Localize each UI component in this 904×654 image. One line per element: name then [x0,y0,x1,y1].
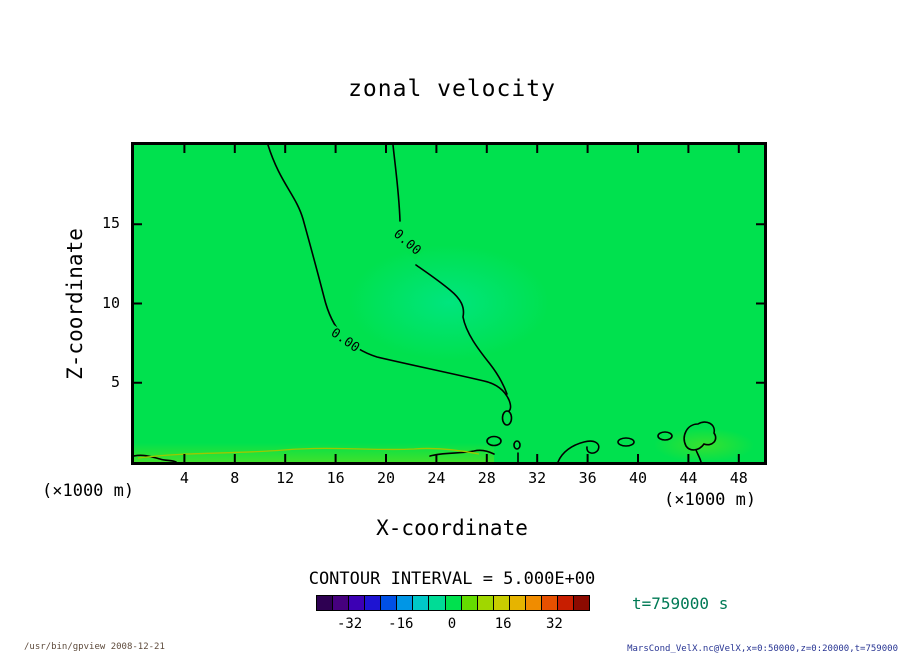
zero-contour-right [392,145,508,395]
x-tick-label: 48 [729,469,748,487]
colorbar-cell [445,596,462,610]
contour-overlay [134,145,764,462]
x-tick-label: 12 [276,469,295,487]
time-label: t=759000 s [632,594,729,613]
colorbar-cell [381,596,398,610]
colorbar-cell [574,596,590,610]
footer-source: MarsCond_VelX.nc@VelX,x=0:50000,z=0:2000… [627,644,898,654]
x-axis-label: X-coordinate [376,516,528,540]
y-tick-labels: 5 10 15 [90,145,126,462]
bottom-blob-contour [683,421,717,451]
x-tick-label: 20 [376,469,396,487]
colorbar-cell [525,596,542,610]
colorbar-cell [317,596,334,610]
x-tick-label: 40 [628,469,648,487]
colorbar-cell [557,596,574,610]
footer-command: /usr/bin/gpview 2008-12-21 [24,642,165,652]
x-tick-label: 36 [578,469,597,487]
bottom-mid-contour [429,449,495,457]
chart-title: zonal velocity [348,76,556,102]
colorbar-cell [365,596,382,610]
colorbar-cell [509,596,526,610]
colorbar-tick-label: 0 [447,616,457,632]
bottom-left-contour [134,454,177,462]
x-tick-label: 8 [230,469,240,487]
colorbar [316,595,590,611]
colorbar-cell [349,596,366,610]
x-tick-label: 44 [679,469,698,487]
contour-interval-text: CONTOUR INTERVAL = 5.000E+00 [308,569,596,589]
x-tick-label: 32 [528,469,547,487]
colorbar-tick-label: -16 [388,616,414,632]
bottom-oval [486,435,502,447]
zero-contour-left [267,145,512,412]
y-tick-label: 15 [101,214,120,233]
bottom-hook-contour [557,440,600,462]
zero-contour-loop [501,410,513,426]
bottom-oval [657,431,673,441]
colorbar-tick-label: -32 [336,616,363,632]
x-axis-unit: (×1000 m) [664,490,757,510]
x-tick-label: 24 [427,469,446,487]
surface-contour-line [137,447,480,459]
axis-ticks [134,145,764,462]
small-contour-oval [513,440,521,450]
colorbar-tick-labels: -32 -16 0 16 32 [316,616,588,634]
colorbar-tick-label: 32 [545,616,563,632]
plot-area: 0.00 0.00 [131,142,767,465]
bottom-blob-stem [695,449,702,462]
x-tick-label: 28 [477,469,496,487]
colorbar-cell [461,596,478,610]
colorbar-cell [333,596,350,610]
contour-lines [134,145,717,462]
y-axis-label: Z-coordinate [63,228,87,380]
colorbar-cell [493,596,510,610]
colorbar-cell [477,596,494,610]
colorbar-cell [413,596,430,610]
y-axis-unit: (×1000 m) [42,481,135,501]
negative-anomaly-shading [349,245,549,360]
colorbar-cell [541,596,558,610]
bottom-oval [617,437,635,447]
y-tick-label: 5 [110,372,120,391]
x-tick-label: 16 [326,469,345,487]
x-tick-labels: 4 8 12 16 20 24 28 32 36 40 44 48 [134,469,764,489]
surface-layer-shading [134,443,494,462]
colorbar-cell [429,596,446,610]
y-tick-label: 10 [101,293,120,312]
x-tick-label: 4 [179,469,189,487]
colorbar-tick-label: 16 [494,616,512,632]
colorbar-cell [397,596,414,610]
